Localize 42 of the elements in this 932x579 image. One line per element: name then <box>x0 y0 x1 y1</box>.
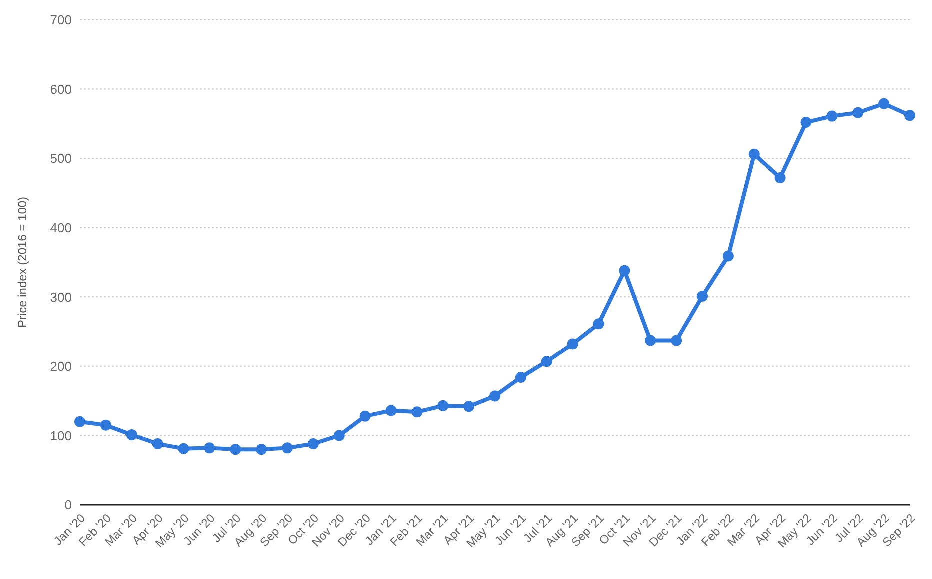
point <box>230 444 242 456</box>
point <box>74 416 86 428</box>
point <box>490 390 500 402</box>
point <box>541 356 552 368</box>
point <box>126 430 138 441</box>
point <box>904 110 916 122</box>
point <box>100 420 112 431</box>
y-tick-label: 600 <box>50 82 72 97</box>
point <box>645 335 656 346</box>
y-tick-label: 300 <box>50 290 72 305</box>
y-tick-label: 0 <box>64 498 72 513</box>
point <box>282 442 293 454</box>
point <box>800 117 812 128</box>
point <box>774 172 786 184</box>
point <box>826 110 838 122</box>
point <box>567 338 578 350</box>
point <box>204 442 216 454</box>
point <box>256 444 268 456</box>
point <box>360 410 371 422</box>
point <box>748 148 760 160</box>
point <box>412 406 423 418</box>
y-tick-label: 400 <box>50 220 72 236</box>
point <box>593 318 604 330</box>
point <box>386 405 397 416</box>
point <box>722 250 734 262</box>
y-tick-label: 200 <box>50 359 72 374</box>
point <box>438 400 449 412</box>
point <box>671 335 682 346</box>
point <box>178 443 190 454</box>
point <box>308 438 319 450</box>
point <box>852 107 864 118</box>
point <box>334 430 345 442</box>
point <box>619 265 630 276</box>
point <box>697 290 708 302</box>
y-tick-label: 700 <box>50 12 72 28</box>
point <box>515 372 526 384</box>
point <box>152 438 164 450</box>
point <box>878 98 890 110</box>
y-tick-label: 100 <box>50 428 72 444</box>
y-axis-title: Price index (2016 = 100) <box>15 196 30 328</box>
y-tick-label: 500 <box>50 151 72 166</box>
point <box>464 401 475 412</box>
